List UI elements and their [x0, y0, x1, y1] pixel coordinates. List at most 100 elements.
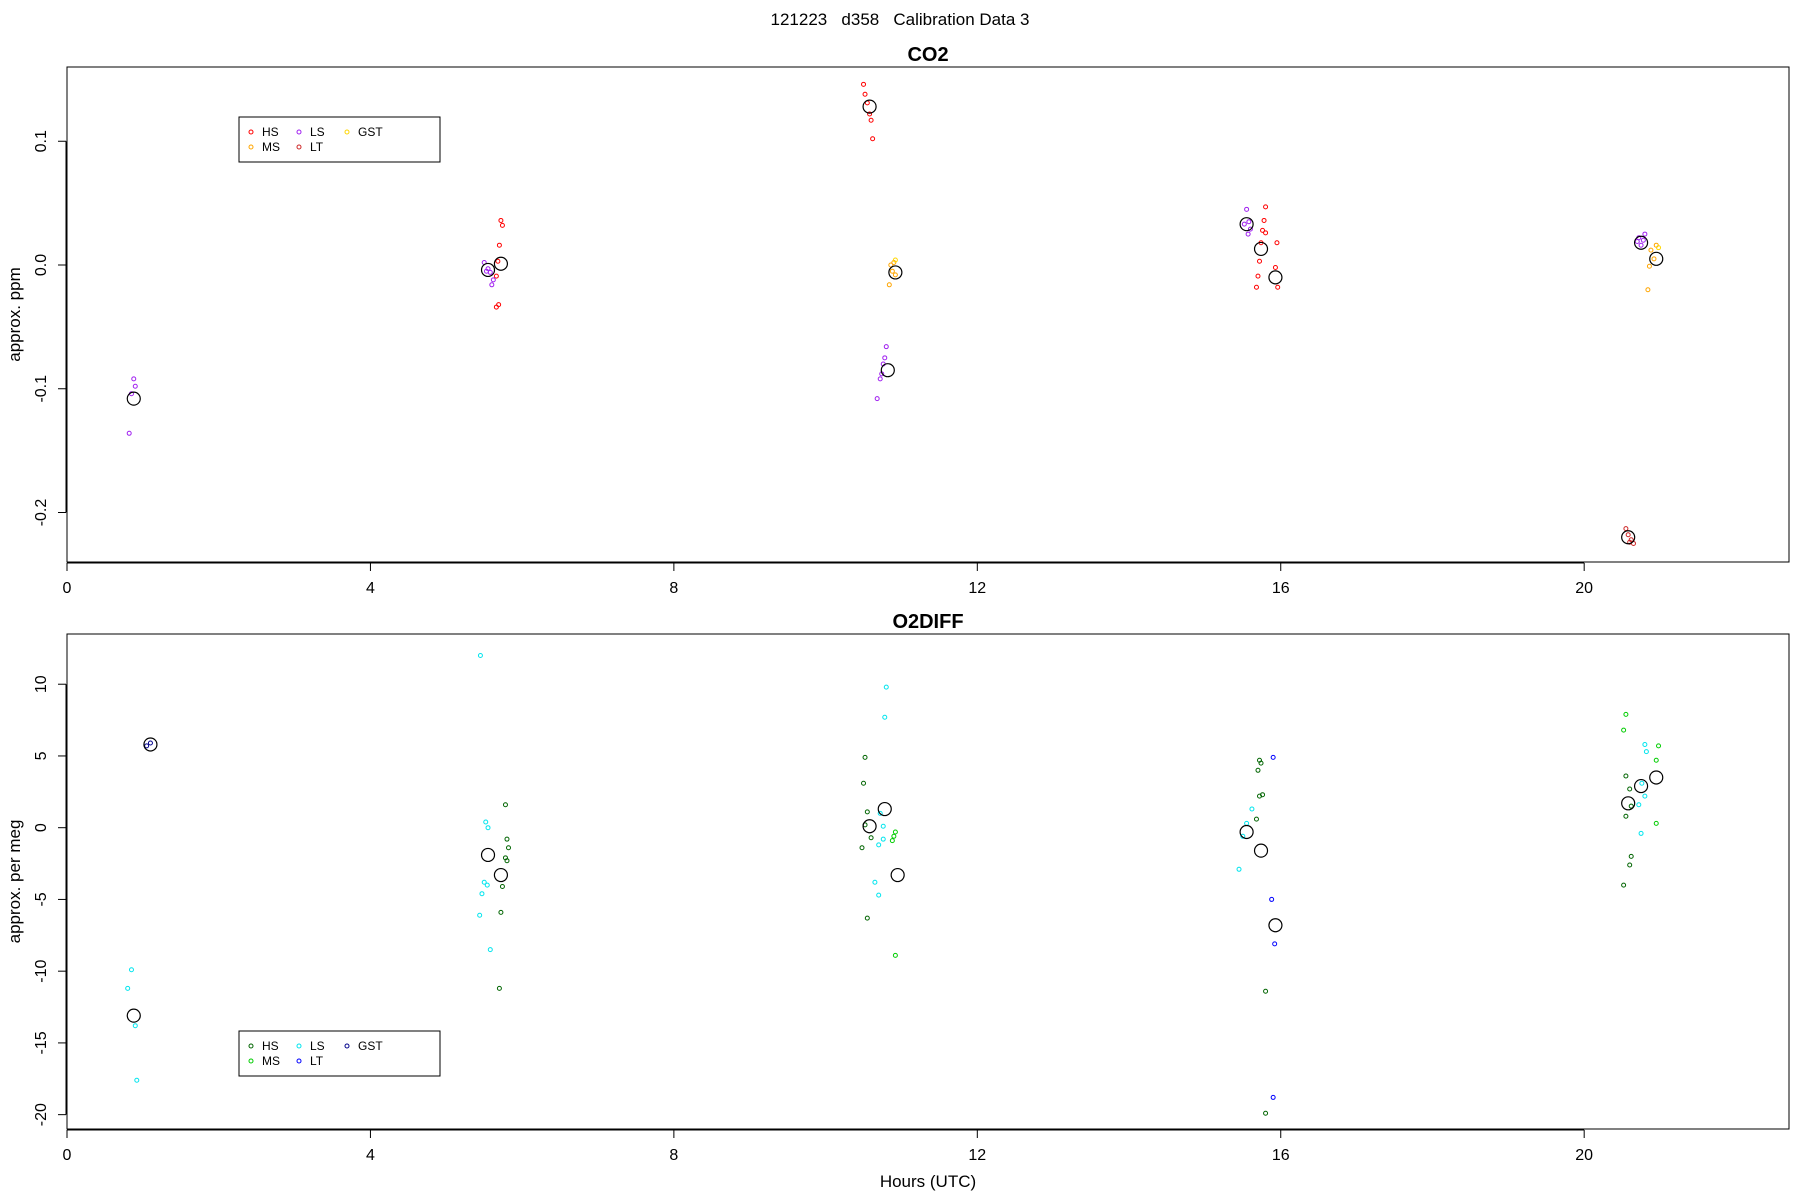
- data-point: [1642, 793, 1648, 799]
- data-point: [876, 892, 882, 898]
- series-ms: [886, 242, 1659, 293]
- data-point: [1258, 760, 1264, 766]
- series-mean: [126, 737, 1664, 1023]
- data-point: [892, 829, 898, 835]
- data-point: [483, 819, 489, 825]
- data-point: [1638, 242, 1644, 248]
- data-point: [1241, 221, 1247, 227]
- panel-title: O2DIFF: [892, 611, 963, 633]
- x-axis-label: Hours (UTC): [880, 1172, 976, 1191]
- data-point: [1244, 206, 1250, 212]
- data-point: [1270, 754, 1276, 760]
- data-point: [1236, 866, 1242, 872]
- data-point: [862, 754, 868, 760]
- x-tick-label: 16: [1272, 580, 1290, 597]
- legend-label: HS: [262, 125, 279, 139]
- data-point: [1651, 256, 1657, 262]
- data-point: [1625, 532, 1631, 538]
- x-tick-label: 8: [669, 580, 678, 597]
- data-point: [1255, 273, 1261, 279]
- data-point: [505, 845, 511, 851]
- data-point: [498, 909, 504, 915]
- mean-point: [1239, 824, 1254, 840]
- y-tick-label: 5: [33, 751, 50, 760]
- legend-label: GST: [358, 125, 383, 139]
- data-point: [1628, 853, 1634, 859]
- data-point: [876, 842, 882, 848]
- data-point: [1648, 247, 1654, 253]
- mean-point: [880, 363, 895, 378]
- mean-point: [1621, 530, 1636, 545]
- data-point: [128, 967, 134, 973]
- data-point: [504, 858, 510, 864]
- data-point: [1253, 284, 1259, 290]
- data-point: [1245, 231, 1251, 237]
- data-point: [132, 383, 138, 389]
- data-point: [1263, 988, 1269, 994]
- data-point: [493, 273, 499, 279]
- data-point: [859, 845, 865, 851]
- data-point: [481, 879, 487, 885]
- y-tick-label: -0.1: [33, 375, 50, 403]
- mean-point: [480, 847, 496, 863]
- mean-point: [890, 867, 905, 883]
- data-point: [1639, 780, 1645, 786]
- data-point: [1623, 526, 1629, 532]
- mean-point: [1253, 241, 1269, 257]
- mean-point: [877, 801, 892, 817]
- series-ls: [125, 653, 1649, 1083]
- data-point: [499, 884, 505, 890]
- legend-label: LS: [310, 1039, 325, 1053]
- series-gst: [144, 740, 153, 749]
- data-point: [1260, 227, 1266, 233]
- data-point: [889, 838, 895, 844]
- data-point: [477, 912, 483, 918]
- data-point: [1272, 941, 1278, 947]
- data-point: [1261, 217, 1267, 223]
- data-point: [499, 222, 505, 228]
- legend-label: MS: [262, 1054, 280, 1068]
- data-point: [489, 282, 495, 288]
- data-point: [1274, 240, 1280, 246]
- figure-title: 121223 d358 Calibration Data 3: [770, 10, 1030, 29]
- data-point: [861, 780, 867, 786]
- data-point: [1270, 1094, 1276, 1100]
- data-point: [886, 282, 892, 288]
- mean-point: [1239, 217, 1254, 232]
- legend-marker: [344, 1043, 350, 1049]
- data-point: [496, 985, 502, 991]
- legend-label: LS: [310, 125, 325, 139]
- data-point: [870, 136, 876, 142]
- data-point: [892, 952, 898, 958]
- y-axis-label: approx. per meg: [5, 820, 24, 944]
- data-point: [1263, 230, 1269, 236]
- data-point: [1244, 820, 1250, 826]
- data-point: [493, 304, 499, 310]
- data-point: [498, 217, 504, 223]
- series-lt: [1269, 754, 1278, 1100]
- data-point: [1263, 204, 1269, 210]
- series-hs: [496, 754, 1634, 1116]
- data-point: [883, 344, 889, 350]
- data-point: [502, 802, 508, 808]
- data-point: [1257, 793, 1263, 799]
- data-point: [147, 740, 153, 746]
- data-point: [1645, 287, 1651, 293]
- data-point: [1272, 264, 1278, 270]
- mean-point: [143, 737, 158, 752]
- legend-marker: [296, 144, 302, 150]
- data-point: [504, 836, 510, 842]
- legend-marker: [248, 1043, 254, 1049]
- series-hs: [493, 81, 1281, 310]
- data-point: [864, 915, 870, 921]
- data-point: [479, 891, 485, 897]
- x-tick-label: 4: [366, 580, 375, 597]
- data-point: [490, 277, 496, 283]
- data-point: [1640, 237, 1646, 243]
- data-point: [1627, 862, 1633, 868]
- data-point: [496, 302, 502, 308]
- data-point: [484, 882, 490, 888]
- data-point: [1253, 816, 1259, 822]
